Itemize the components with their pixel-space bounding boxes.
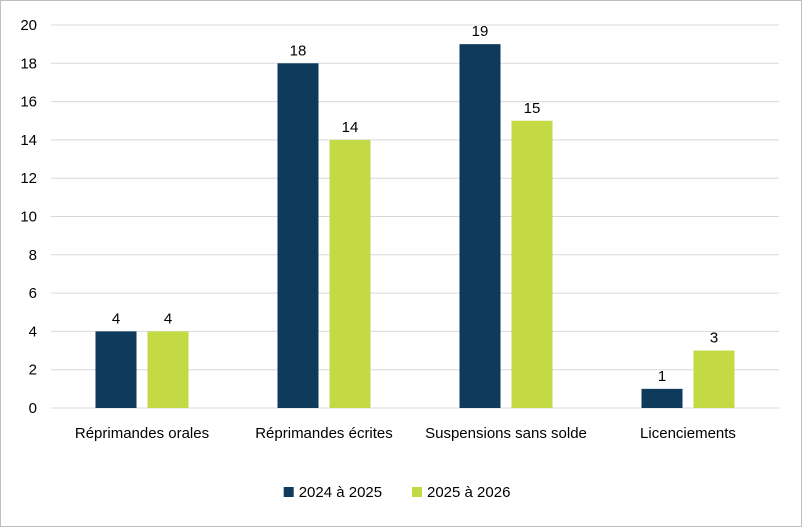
- x-category-label: Réprimandes écrites: [255, 425, 393, 442]
- y-tick-label: 2: [29, 362, 37, 379]
- legend-swatch: [412, 487, 422, 497]
- bar-series2-3: [693, 350, 735, 408]
- y-tick-label: 0: [29, 400, 37, 417]
- legend-swatch: [283, 487, 294, 497]
- bar-series2-1: [329, 139, 371, 408]
- y-tick-label: 4: [29, 323, 37, 340]
- x-category-label: Suspensions sans solde: [425, 425, 587, 442]
- legend: 2024 à 2025 2025 à 2026: [283, 484, 510, 501]
- bar-series1-3: [641, 388, 683, 408]
- data-label: 15: [524, 100, 541, 117]
- bar-series1-0: [95, 331, 137, 408]
- y-tick-label: 6: [29, 285, 37, 302]
- bar-series2-0: [147, 331, 189, 408]
- legend-label: 2024 à 2025: [299, 484, 382, 501]
- y-axis-ticks: 0 2 4 6 8 10 12 14 16 18 20: [20, 17, 37, 417]
- x-category-label: Licenciements: [640, 425, 736, 442]
- data-label: 4: [164, 310, 172, 327]
- x-category-label: Réprimandes orales: [75, 425, 209, 442]
- data-label: 19: [472, 23, 489, 40]
- bars: [95, 44, 735, 409]
- y-tick-label: 14: [20, 132, 37, 149]
- bar-series2-2: [511, 120, 553, 408]
- data-label: 4: [112, 310, 120, 327]
- data-labels: 4 4 18 14 19 15 1 3: [112, 23, 718, 385]
- data-label: 1: [658, 368, 666, 385]
- y-tick-label: 10: [20, 209, 37, 226]
- data-label: 3: [710, 330, 718, 347]
- data-label: 14: [342, 119, 359, 136]
- legend-label: 2025 à 2026: [427, 484, 510, 501]
- bar-series1-2: [459, 44, 501, 409]
- y-tick-label: 8: [29, 247, 37, 264]
- bar-series1-1: [277, 63, 319, 409]
- x-axis-categories: Réprimandes orales Réprimandes écrites Sus…: [75, 425, 736, 442]
- y-tick-label: 12: [20, 170, 37, 187]
- data-label: 18: [290, 42, 307, 59]
- y-tick-label: 18: [20, 55, 37, 72]
- y-tick-label: 16: [20, 94, 37, 111]
- y-tick-label: 20: [20, 17, 37, 34]
